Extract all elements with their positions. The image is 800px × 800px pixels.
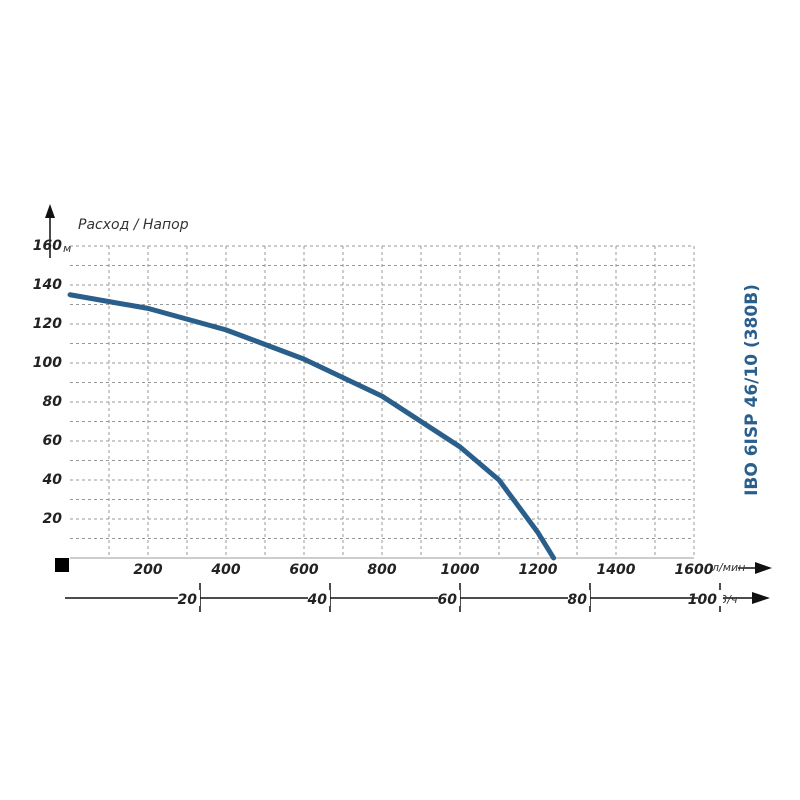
x2-label-bg [568,590,590,606]
x-tick-label: 600 [289,562,318,578]
y-tick-label: 60 [43,433,63,449]
y-tick-label: 100 [33,355,62,371]
x2-tick-label: 60 [438,592,458,608]
y-unit: м [63,242,71,255]
origin-square [55,558,69,572]
y-arrow-head [45,204,55,218]
chart-title: IBO 6ISP 46/10 (380B) [742,284,762,496]
y-tick-label: 20 [43,511,63,527]
y-tick-label: 160 [33,238,62,254]
y-tick-label: 140 [33,277,62,293]
y-tick-label: 40 [42,472,63,488]
data-line [67,292,557,561]
x-tick-label: 1000 [441,562,480,578]
x2-label-bg [308,590,330,606]
x-arrow-head [755,562,772,574]
x-tick-label: 1400 [597,562,636,578]
x2-tick-label: 40 [307,592,328,608]
x2-label-bg [698,590,723,606]
x2-tick-label: 100 [688,592,717,608]
axis-caption: Расход / Напор [78,217,189,233]
x-tick-label: 1200 [519,562,558,578]
x-tick-label: 200 [133,562,162,578]
x2-tick-label: 80 [568,592,588,608]
x2-label-bg [178,590,200,606]
x2-tick-label: 20 [178,592,198,608]
x-tick-label: 800 [367,562,396,578]
x2-arrow-head [752,592,770,604]
x2-label-bg [438,590,460,606]
x-unit: л/мин [711,561,745,574]
x-tick-label: 400 [210,562,240,578]
y-tick-label: 120 [33,316,62,332]
x-tick-label: 1600 [675,562,714,578]
y-tick-label: 80 [43,394,63,410]
